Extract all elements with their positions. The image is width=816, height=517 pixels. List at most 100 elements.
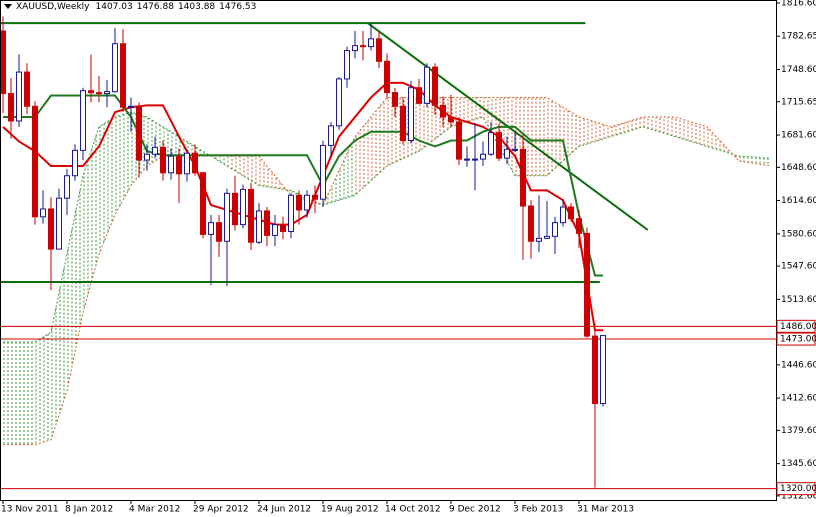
menu-arrow[interactable] <box>4 4 12 9</box>
candle-body <box>104 91 110 95</box>
candle-body <box>248 188 254 243</box>
candle-body <box>520 148 526 207</box>
candle-body <box>128 105 134 108</box>
candle-body <box>272 224 278 236</box>
y-tick-label: 1816.60 <box>781 0 816 9</box>
candle-body <box>432 66 438 106</box>
cloud-segment <box>739 156 769 166</box>
cloud-segment <box>35 334 49 445</box>
candle-body <box>232 192 238 226</box>
candle-body <box>560 206 566 224</box>
candle-body <box>352 45 358 52</box>
cloud-segment <box>67 190 81 386</box>
candle-body <box>344 50 350 80</box>
candle-body <box>496 132 502 159</box>
close-value: 1476.53 <box>219 2 256 12</box>
candle-body <box>112 43 118 93</box>
candle-body <box>176 155 182 175</box>
candle-body <box>488 132 494 155</box>
symbol: XAUUSD,Weekly <box>16 2 90 12</box>
x-tick-label: 14 Oct 2012 <box>385 505 441 515</box>
price-label: 1486.00 <box>780 322 816 332</box>
candle-body <box>144 153 150 161</box>
price-label-box <box>776 482 816 496</box>
candle-body <box>72 149 78 177</box>
price-label-box <box>776 332 816 346</box>
cloud-segment <box>675 117 705 146</box>
chart-header: XAUUSD,Weekly 1407.03 1476.88 1403.88 1476.5… <box>16 2 256 12</box>
candle-body <box>184 152 190 175</box>
candle-body <box>216 222 222 242</box>
candle-body <box>584 232 590 337</box>
candle-body <box>88 90 94 94</box>
cloud-segment <box>51 268 65 437</box>
candle-body <box>48 208 54 250</box>
candle-body <box>592 335 598 405</box>
candle-body <box>416 87 422 104</box>
candle-body <box>296 194 302 211</box>
cloud-span <box>3 111 772 343</box>
candle-body <box>136 105 142 161</box>
y-tick-label: 1547.60 <box>781 262 816 272</box>
candle-body <box>576 218 582 234</box>
candle-body <box>384 60 390 94</box>
candle-body <box>152 146 158 155</box>
candle-body <box>192 152 198 174</box>
y-tick-label: 1715.65 <box>781 97 816 107</box>
candle-body <box>368 38 374 48</box>
cloud-segment <box>83 136 97 309</box>
candle-body <box>264 210 270 236</box>
candle-body <box>32 105 38 218</box>
cloud-segment <box>643 117 673 136</box>
cloud-segment <box>147 117 161 166</box>
indicator-line <box>3 94 603 277</box>
y-tick-label: 1580.60 <box>781 229 816 239</box>
candle-body <box>408 87 414 142</box>
cloud-segment <box>99 118 113 252</box>
y-tick-label: 1513.60 <box>781 295 816 305</box>
candle-body <box>16 71 22 122</box>
plot-area <box>0 16 776 490</box>
candle-body <box>568 206 574 220</box>
candle-body <box>336 78 342 127</box>
candle-body <box>168 155 174 174</box>
cloud-segment <box>355 101 385 195</box>
candle-body <box>240 188 246 226</box>
candle-body <box>40 208 46 218</box>
cloud-segment <box>3 341 33 445</box>
candle-body <box>304 194 310 211</box>
x-tick-label: 29 Apr 2012 <box>193 505 249 515</box>
cloud-segment <box>323 143 353 205</box>
cloud-segment <box>227 156 257 184</box>
candle-body <box>472 158 478 161</box>
candle-body <box>328 125 334 146</box>
cloud-segment <box>611 117 641 137</box>
low-value: 1403.88 <box>178 2 215 12</box>
candle-body <box>56 197 62 250</box>
candle-body <box>312 194 318 200</box>
y-tick-label: 1379.60 <box>781 426 816 436</box>
candle-body <box>24 71 30 107</box>
x-tick-label: 9 Dec 2012 <box>449 505 501 515</box>
candle-body <box>64 175 70 199</box>
candle-body <box>200 172 206 235</box>
cloud-segment <box>579 117 609 147</box>
candle-body <box>424 66 430 104</box>
candle-body <box>400 105 406 142</box>
candle-body <box>536 237 542 242</box>
y-tick-label: 1446.60 <box>781 360 816 370</box>
candle-body <box>120 43 126 108</box>
plot-frame <box>0 0 777 501</box>
candle-body <box>600 335 606 405</box>
candle-body <box>8 93 14 122</box>
candle-body <box>280 224 286 232</box>
y-tick-label: 1782.65 <box>781 32 816 42</box>
x-tick-label: 4 Mar 2012 <box>129 505 180 515</box>
candle-body <box>0 30 6 95</box>
candle-body <box>456 121 462 160</box>
candle-body <box>528 205 534 242</box>
price-label: 1473.00 <box>780 335 816 345</box>
y-tick-label: 1748.60 <box>781 65 816 75</box>
